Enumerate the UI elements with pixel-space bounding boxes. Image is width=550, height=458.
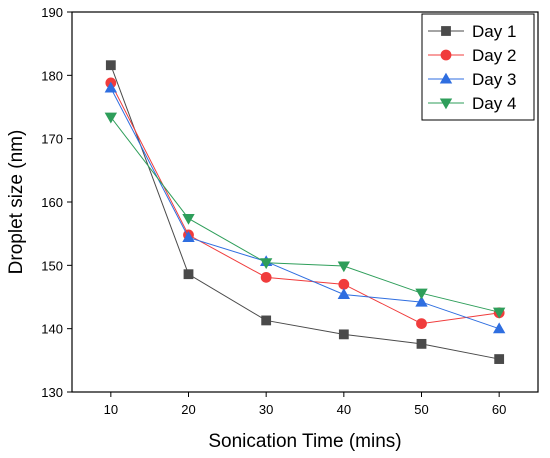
data-point bbox=[338, 278, 350, 290]
y-tick-label: 160 bbox=[41, 195, 63, 210]
data-point bbox=[183, 269, 194, 280]
data-point bbox=[337, 288, 351, 299]
data-point bbox=[104, 112, 118, 124]
series-line bbox=[110, 87, 500, 330]
legend-marker bbox=[441, 26, 451, 36]
legend-entry: Day 3 bbox=[428, 70, 516, 89]
legend-label: Day 1 bbox=[472, 22, 516, 41]
x-tick-label: 40 bbox=[337, 402, 351, 417]
data-point bbox=[182, 231, 195, 242]
x-tick-label: 20 bbox=[181, 402, 195, 417]
data-point bbox=[494, 354, 505, 364]
x-tick-label: 30 bbox=[259, 402, 273, 417]
y-tick-label: 190 bbox=[41, 5, 63, 20]
series-2 bbox=[105, 77, 505, 330]
legend-box bbox=[421, 13, 535, 121]
legend-marker bbox=[439, 98, 453, 110]
x-tick-label: 60 bbox=[492, 402, 506, 417]
data-point bbox=[492, 307, 506, 319]
legend-entry: Day 4 bbox=[428, 94, 516, 113]
series-layer bbox=[104, 60, 506, 364]
series-line bbox=[110, 116, 500, 313]
data-point bbox=[337, 261, 351, 273]
data-point bbox=[415, 288, 428, 300]
data-point bbox=[182, 213, 195, 225]
y-tick-label: 140 bbox=[41, 322, 63, 337]
series-1 bbox=[105, 60, 505, 364]
data-point bbox=[261, 315, 272, 326]
axis-ticks: 10 20 30 40 50 60 130 140 150 160 170 180 190 bbox=[41, 5, 506, 417]
legend-marker bbox=[440, 49, 452, 61]
y-tick-label: 170 bbox=[41, 132, 63, 147]
legend-entry: Day 2 bbox=[428, 46, 516, 65]
series-line bbox=[110, 82, 500, 325]
y-tick-label: 130 bbox=[41, 385, 63, 400]
x-axis-label: Sonication Time (mins) bbox=[208, 431, 401, 452]
data-point bbox=[104, 81, 118, 93]
data-point bbox=[492, 322, 506, 334]
legend-entry: Day 1 bbox=[428, 22, 516, 41]
x-tick-label: 10 bbox=[104, 402, 118, 417]
legend-label: Day 2 bbox=[472, 46, 516, 65]
data-point bbox=[260, 271, 272, 283]
y-tick-label: 150 bbox=[41, 258, 63, 273]
y-tick-label: 180 bbox=[41, 68, 63, 83]
legend-label: Day 4 bbox=[472, 94, 516, 113]
data-point bbox=[415, 295, 428, 307]
data-point bbox=[338, 329, 349, 340]
data-point bbox=[416, 338, 427, 349]
x-tick-label: 50 bbox=[414, 402, 428, 417]
legend-marker bbox=[439, 72, 453, 84]
series-line bbox=[110, 65, 500, 360]
legend-label: Day 3 bbox=[472, 70, 516, 89]
legend: Day 1 Day 2 Day 3 Day 4 bbox=[421, 13, 535, 121]
series-4 bbox=[104, 112, 506, 319]
data-point bbox=[416, 318, 427, 330]
data-point bbox=[259, 258, 273, 270]
y-axis-label: Droplet size (nm) bbox=[6, 130, 27, 275]
data-point bbox=[105, 60, 116, 71]
